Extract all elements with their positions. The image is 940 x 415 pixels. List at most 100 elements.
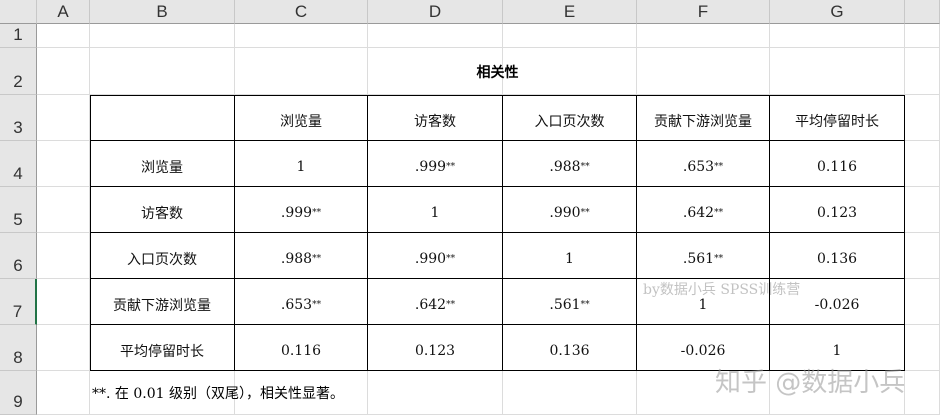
table-cell[interactable]: .988 ** [503,141,637,187]
table-cell[interactable]: 1 [368,187,503,233]
table-cell[interactable]: -0.026 [637,325,770,371]
table-cell[interactable]: 1 [770,325,905,371]
table-cell[interactable]: .999 ** [235,187,368,233]
grid-cell[interactable] [503,48,637,95]
grid-cell[interactable] [905,48,940,95]
significance-mark: ** [446,161,456,172]
table-cell[interactable]: 贡献下游浏览量 [90,279,235,325]
grid-cell[interactable] [37,48,90,95]
table-cell[interactable]: .653 ** [235,279,368,325]
grid-cell[interactable] [235,24,368,48]
column-header[interactable]: E [503,0,637,24]
row-header[interactable]: 4 [0,141,37,187]
row-header[interactable]: 5 [0,187,37,233]
table-header-cell[interactable]: 贡献下游浏览量 [637,95,770,141]
table-cell[interactable]: 0.136 [770,233,905,279]
grid-cell[interactable] [503,24,637,48]
column-header[interactable]: B [90,0,235,24]
grid-cell[interactable] [905,24,940,48]
significance-mark: ** [580,161,590,172]
table-cell[interactable]: 0.116 [235,325,368,371]
row-header[interactable]: 9 [0,371,37,415]
table-cell[interactable]: 0.123 [368,325,503,371]
grid-cell[interactable] [905,325,940,371]
grid-cell[interactable] [37,233,90,279]
column-header[interactable]: C [235,0,368,24]
grid-cell[interactable] [770,24,905,48]
grid-cell[interactable] [905,141,940,187]
table-header-cell[interactable]: 访客数 [368,95,503,141]
table-cell[interactable]: .653 ** [637,141,770,187]
column-header[interactable]: F [637,0,770,24]
select-all-corner[interactable] [0,0,37,24]
table-cell[interactable]: 1 [637,279,770,325]
grid-cell[interactable] [368,48,503,95]
grid-cell[interactable] [637,24,770,48]
table-header-cell[interactable]: 入口页次数 [503,95,637,141]
header-label: 平均停留时长 [795,113,879,130]
significance-mark: ** [446,299,456,310]
table-cell[interactable]: .642 ** [368,279,503,325]
grid-cell[interactable] [37,371,90,415]
grid-cell[interactable] [637,48,770,95]
table-cell[interactable]: .561 ** [503,279,637,325]
table-cell[interactable]: 访客数 [90,187,235,233]
grid-cell[interactable] [37,24,90,48]
table-cell[interactable]: .990 ** [368,233,503,279]
column-header[interactable] [905,0,940,24]
table-cell[interactable]: .561 ** [637,233,770,279]
cell-value: .990 [549,204,581,221]
grid-cell[interactable] [770,48,905,95]
column-header[interactable]: D [368,0,503,24]
table-cell[interactable]: 浏览量 [90,141,235,187]
table-cell[interactable]: 平均停留时长 [90,325,235,371]
grid-cell[interactable] [905,95,940,141]
cell-value: .642 [682,204,715,221]
table-cell[interactable]: .988 ** [235,233,368,279]
grid-cell[interactable] [235,48,368,95]
row-header[interactable]: 7 [0,279,37,325]
cell-value: .990 [414,250,447,267]
grid-cell[interactable] [37,187,90,233]
grid-cell[interactable] [37,141,90,187]
table-cell[interactable]: 0.123 [770,187,905,233]
column-header[interactable]: G [770,0,905,24]
row-header[interactable]: 8 [0,325,37,371]
row-header[interactable]: 3 [0,95,37,141]
table-cell[interactable]: .642 ** [637,187,770,233]
table-cell[interactable]: 1 [503,233,637,279]
cell-value: .653 [682,158,715,175]
table-cell[interactable]: 入口页次数 [90,233,235,279]
table-cell[interactable]: 0.136 [503,325,637,371]
row-header[interactable]: 6 [0,233,37,279]
row-header[interactable]: 2 [0,48,37,95]
significance-mark: ** [580,207,590,218]
grid-cell[interactable] [37,279,90,325]
table-cell[interactable]: .990 ** [503,187,637,233]
grid-cell[interactable] [905,187,940,233]
cell-value: 1 [296,158,306,175]
table-header-cell[interactable]: 平均停留时长 [770,95,905,141]
grid-cell[interactable] [905,279,940,325]
table-cell[interactable]: -0.026 [770,279,905,325]
grid-cell[interactable] [37,325,90,371]
table-header-cell[interactable] [90,95,235,141]
column-header[interactable]: A [37,0,90,24]
grid-cell[interactable] [37,95,90,141]
cell-value: .561 [549,296,581,313]
grid-cell[interactable] [905,233,940,279]
table-cell[interactable]: 0.116 [770,141,905,187]
table-cell[interactable]: .999 ** [368,141,503,187]
cell-value: 1 [698,296,708,313]
table-cell[interactable]: 1 [235,141,368,187]
cell-value: .988 [280,250,313,267]
significance-mark: ** [312,207,322,218]
significance-mark: ** [446,253,456,264]
grid-cell[interactable] [368,24,503,48]
cell-value: 0.116 [280,342,322,359]
grid-cell[interactable] [90,48,235,95]
grid-cell[interactable] [905,371,940,415]
row-header[interactable]: 1 [0,24,37,48]
table-header-cell[interactable]: 浏览量 [235,95,368,141]
grid-cell[interactable] [90,24,235,48]
